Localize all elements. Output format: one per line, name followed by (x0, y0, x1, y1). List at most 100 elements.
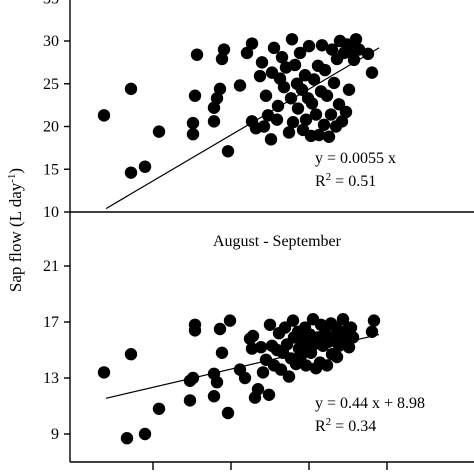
bottom-panel: 9 13 17 21 (43, 258, 474, 470)
data-point-top (124, 82, 138, 96)
data-point-bottom (215, 346, 229, 359)
data-point-top (342, 83, 356, 96)
data-point-top (309, 108, 323, 121)
data-point-bottom (120, 432, 134, 445)
data-point-bottom (344, 321, 358, 334)
y-tick-label-top: 25 (43, 76, 59, 93)
data-point-top (293, 46, 307, 60)
data-point-top (327, 76, 341, 90)
data-point-top (264, 133, 278, 146)
data-point-top (188, 89, 202, 102)
data-point-top (233, 79, 247, 92)
data-point-top (318, 63, 332, 77)
top-equation: y = 0.0055 x (315, 150, 396, 167)
y-tick-label-bottom: 13 (43, 370, 59, 387)
data-point-bottom (186, 371, 200, 385)
trend-line-top (105, 47, 380, 210)
data-point-bottom (294, 349, 308, 362)
bottom-equation: y = 0.44 x + 8.98 (315, 395, 425, 412)
data-point-top (361, 47, 375, 61)
data-point-bottom (365, 325, 379, 338)
data-point-top (240, 46, 254, 60)
data-point-top (335, 115, 349, 128)
data-point-top (207, 115, 221, 128)
data-point-top (277, 80, 291, 94)
data-point-bottom (346, 331, 360, 344)
data-point-top (284, 92, 298, 105)
data-point-bottom (367, 314, 381, 327)
data-point-top (285, 33, 299, 46)
y-tick-label-bottom: 9 (51, 426, 59, 443)
data-point-bottom (299, 359, 313, 372)
data-point-top (349, 33, 363, 46)
data-point-top (152, 125, 166, 138)
data-point-bottom (213, 322, 227, 336)
data-point-top (186, 116, 200, 130)
data-point-bottom (320, 359, 334, 372)
data-point-top (253, 69, 267, 83)
data-point-top (347, 53, 361, 67)
data-point-top (315, 39, 329, 52)
bottom-subtitle: August - September (213, 233, 342, 250)
bottom-r2: R2 = 0.34 (315, 416, 376, 435)
data-point-top (312, 128, 326, 142)
data-point-top (257, 120, 271, 133)
data-point-bottom (282, 370, 296, 383)
data-point-top (365, 66, 379, 79)
data-point-top (288, 58, 302, 72)
data-point-top (186, 127, 200, 141)
data-point-top (324, 108, 338, 121)
data-point-bottom (278, 321, 292, 334)
data-point-bottom (221, 406, 235, 420)
data-point-bottom (183, 394, 197, 407)
data-point-bottom (254, 341, 268, 354)
data-point-top (217, 43, 231, 56)
data-point-bottom (138, 427, 152, 441)
y-tick-label-bottom: 17 (43, 314, 59, 331)
data-point-top (97, 109, 111, 122)
data-point-bottom (262, 388, 276, 401)
top-panel: 10 15 20 25 30 35 (43, 0, 474, 462)
data-point-bottom (256, 366, 270, 379)
data-point-top (270, 113, 284, 126)
data-point-bottom (304, 346, 318, 359)
data-point-top (302, 39, 316, 53)
data-point-top (317, 118, 331, 131)
data-point-top (124, 166, 138, 179)
data-point-bottom (274, 363, 288, 376)
data-point-top (255, 56, 269, 69)
data-point-bottom (263, 318, 277, 331)
y-tick-label-top: 35 (43, 0, 59, 7)
data-point-top (210, 92, 224, 105)
data-point-top (286, 116, 300, 129)
y-tick-label-top: 10 (43, 204, 59, 221)
data-point-bottom (188, 324, 202, 337)
data-point-top (320, 89, 334, 102)
data-point-bottom (223, 314, 237, 327)
data-point-bottom (336, 313, 350, 326)
data-point-top (213, 82, 227, 96)
data-point-top (215, 52, 229, 66)
y-tick-label-top: 20 (43, 119, 59, 136)
data-point-bottom (342, 341, 356, 354)
data-point-bottom (330, 350, 344, 364)
data-point-bottom (152, 402, 166, 415)
y-axis-label: Sap flow (L day-1) (6, 168, 25, 292)
data-point-top (207, 101, 221, 114)
data-point-top (221, 145, 235, 158)
data-point-bottom (251, 383, 265, 396)
data-point-top (291, 102, 305, 115)
y-tick-label-top: 30 (43, 33, 59, 50)
data-point-top (271, 99, 285, 113)
data-point-top (190, 48, 204, 61)
data-point-top (307, 73, 321, 86)
data-point-bottom (210, 376, 224, 389)
data-point-bottom (97, 366, 111, 379)
data-point-top (138, 160, 152, 173)
data-point-bottom (238, 371, 252, 385)
data-point-bottom (286, 314, 300, 327)
data-point-top (325, 43, 339, 56)
y-tick-label-top: 15 (43, 161, 59, 178)
data-point-bottom (124, 348, 138, 361)
